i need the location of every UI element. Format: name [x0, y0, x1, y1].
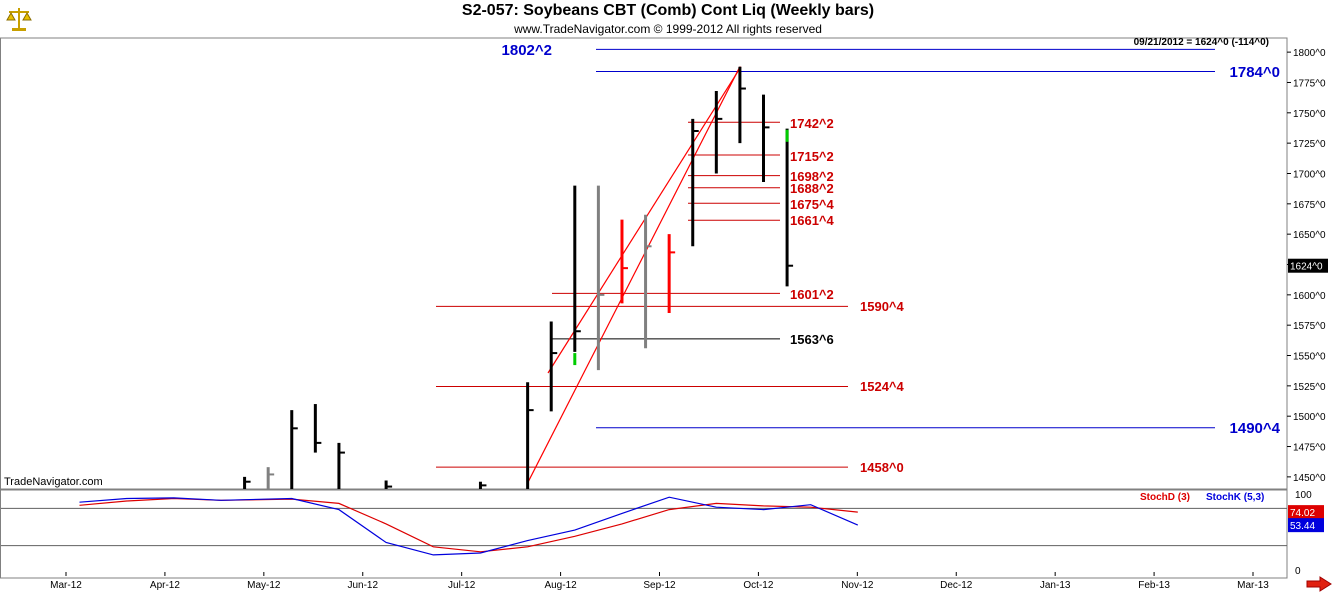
x-tick-label: Oct-12: [743, 580, 773, 591]
indicator-value-label: 74.02: [1290, 508, 1315, 519]
level-label: 1590^4: [860, 299, 905, 314]
stochk-line: [79, 496, 859, 556]
y-tick-label: 1750^0: [1293, 109, 1326, 120]
y-tick-label: 1775^0: [1293, 78, 1326, 89]
x-tick-label: Feb-13: [1138, 580, 1170, 591]
y-tick-label: 1525^0: [1293, 382, 1326, 393]
level-label: 1784^0: [1230, 64, 1280, 81]
level-label: 1458^0: [860, 460, 904, 475]
y-tick-label: 1800^0: [1293, 48, 1326, 59]
indicator-value-box: [1288, 518, 1324, 533]
stochd-line: [79, 497, 858, 553]
y-tick-label: 1550^0: [1293, 352, 1326, 363]
level-label: 1490^4: [1230, 420, 1281, 437]
y-tick-label: 1675^0: [1293, 200, 1326, 211]
y-tick-label: 1500^0: [1293, 412, 1326, 423]
price-pane-frame: [0, 37, 1288, 490]
x-tick-label: Jul-12: [448, 580, 476, 591]
indicator-pane-frame: [0, 489, 1288, 579]
level-label: 1715^2: [790, 149, 834, 164]
red-arrow-right-icon[interactable]: [1306, 576, 1332, 592]
level-label: 1563^6: [790, 332, 834, 347]
brand-watermark: TradeNavigator.com: [4, 476, 103, 488]
last-bar-readout: 09/21/2012 = 1624^0 (-114^0): [1133, 37, 1269, 48]
y-tick-label: 1700^0: [1293, 169, 1326, 180]
indicator-value-label: 53.44: [1290, 521, 1315, 532]
chart-title: S2-057: Soybeans CBT (Comb) Cont Liq (We…: [461, 2, 875, 19]
copyright-text: www.TradeNavigator.com © 1999-2012 All r…: [514, 22, 822, 36]
stochd-legend: StochD (3): [1140, 492, 1190, 503]
indicator-min-label: 0: [1295, 566, 1301, 577]
x-tick-label: May-12: [247, 580, 281, 591]
level-label: 1675^4: [790, 197, 835, 212]
level-label: 1742^2: [790, 116, 834, 131]
x-tick-label: Jan-13: [1040, 580, 1071, 591]
x-tick-label: Mar-13: [1237, 580, 1269, 591]
x-tick-label: Apr-12: [150, 580, 180, 591]
x-tick-label: Dec-12: [940, 580, 973, 591]
level-label: 1698^2: [790, 169, 834, 184]
y-tick-label: 1450^0: [1293, 473, 1326, 484]
level-label: 1802^2: [502, 42, 552, 59]
x-tick-label: Aug-12: [544, 580, 577, 591]
x-tick-label: Mar-12: [50, 580, 82, 591]
level-label: 1661^4: [790, 213, 835, 228]
y-tick-label: 1575^0: [1293, 321, 1326, 332]
level-label: 1601^2: [790, 287, 834, 302]
y-tick-label: 1475^0: [1293, 443, 1326, 454]
x-tick-label: Sep-12: [643, 580, 676, 591]
level-label: 1524^4: [860, 379, 905, 394]
x-tick-label: Jun-12: [347, 580, 378, 591]
last-price-box: [1288, 258, 1328, 273]
last-price-label: 1624^0: [1290, 262, 1323, 273]
indicator-max-label: 100: [1295, 490, 1312, 501]
y-tick-label: 1600^0: [1293, 291, 1326, 302]
gold-scale-icon[interactable]: [4, 4, 34, 34]
x-tick-label: Nov-12: [841, 580, 874, 591]
trendline: [527, 66, 741, 484]
indicator-value-box: [1288, 505, 1324, 520]
level-label: 1688^2: [790, 181, 834, 196]
y-tick-label: 1650^0: [1293, 230, 1326, 241]
y-tick-label: 1725^0: [1293, 139, 1326, 150]
stochk-legend: StochK (5,3): [1206, 492, 1265, 503]
